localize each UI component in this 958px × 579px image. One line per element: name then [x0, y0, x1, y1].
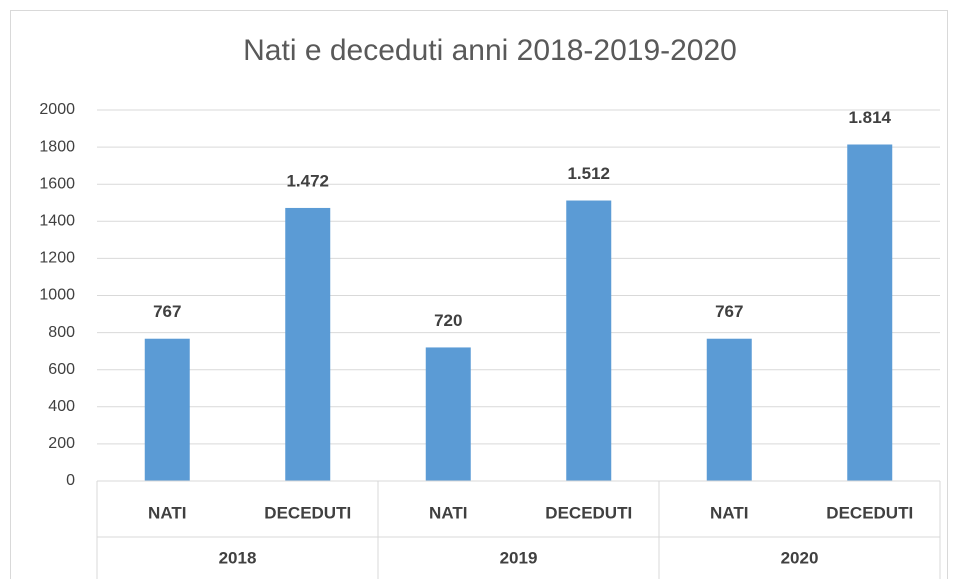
value-label: 1.512: [567, 164, 610, 183]
bar: [285, 207, 331, 481]
value-label: 720: [434, 311, 462, 330]
group-label: 2020: [781, 548, 819, 567]
y-tick-label: 1800: [39, 138, 75, 155]
x-tick-label: NATI: [148, 503, 186, 522]
group-label: 2019: [500, 548, 538, 567]
x-tick-label: NATI: [429, 503, 467, 522]
x-tick-label: DECEDUTI: [264, 503, 351, 522]
y-tick-label: 1200: [39, 250, 75, 267]
bar: [425, 347, 471, 481]
bar: [566, 200, 612, 482]
y-tick-label: 600: [48, 361, 75, 378]
y-tick-label: 400: [48, 398, 75, 415]
y-tick-label: 0: [66, 472, 75, 489]
y-tick-label: 1000: [39, 287, 75, 304]
y-tick-label: 1400: [39, 213, 75, 230]
x-tick-label: DECEDUTI: [545, 503, 632, 522]
y-tick-label: 2000: [39, 101, 75, 118]
value-label: 1.472: [286, 171, 329, 190]
y-tick-label: 1600: [39, 175, 75, 192]
value-label: 767: [153, 302, 181, 321]
chart-border: [10, 10, 948, 579]
bar: [144, 338, 190, 481]
y-tick-label: 200: [48, 435, 75, 452]
x-tick-label: NATI: [710, 503, 748, 522]
bar: [847, 144, 893, 482]
x-tick-label: DECEDUTI: [826, 503, 913, 522]
chart-title: Nati e deceduti anni 2018-2019-2020: [243, 34, 737, 67]
value-label: 767: [715, 302, 743, 321]
value-label: 1.814: [848, 108, 891, 127]
y-tick-label: 800: [48, 324, 75, 341]
bar: [706, 338, 752, 481]
group-label: 2018: [219, 548, 257, 567]
